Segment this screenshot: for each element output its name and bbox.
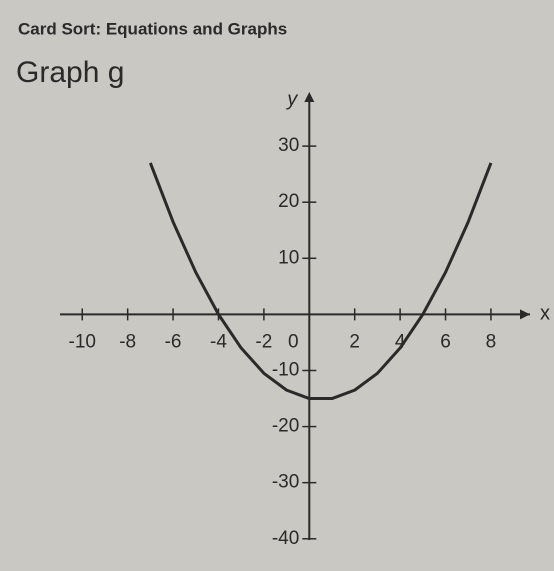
- x-tick-label: 4: [395, 331, 406, 352]
- header: Card Sort: Equations and Graphs: [18, 19, 287, 38]
- x-tick-label: 0: [288, 331, 299, 352]
- x-tick-label: -2: [255, 331, 272, 352]
- x-tick-label: -6: [165, 331, 182, 352]
- x-tick-label: 2: [349, 331, 360, 352]
- y-tick-label: 30: [278, 135, 299, 156]
- x-tick-label: -8: [119, 331, 136, 352]
- y-tick-label: -20: [272, 416, 299, 437]
- y-tick-label: -30: [272, 472, 299, 493]
- chart-title: Graph g: [16, 56, 124, 89]
- x-tick-label: -10: [69, 331, 96, 352]
- y-axis-label: y: [285, 88, 298, 110]
- y-tick-label: -40: [272, 528, 299, 549]
- x-tick-label: 8: [486, 331, 497, 352]
- y-arrow: [304, 92, 315, 102]
- x-axis-label: x: [540, 303, 550, 325]
- y-tick-label: -10: [272, 360, 299, 381]
- y-tick-label: 20: [278, 191, 299, 212]
- y-tick-label: 10: [278, 247, 299, 268]
- curve: [148, 162, 493, 401]
- x-arrow: [520, 309, 530, 320]
- x-tick-label: 6: [440, 331, 451, 352]
- x-tick-label: -4: [210, 331, 227, 352]
